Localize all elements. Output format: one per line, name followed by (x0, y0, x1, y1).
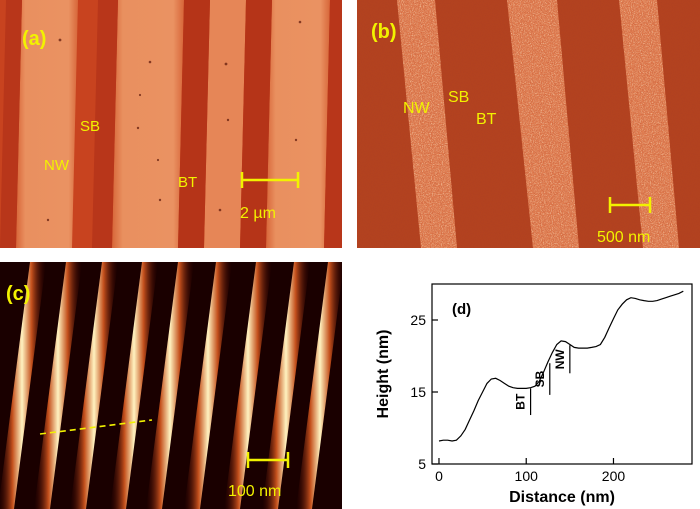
panel-c-stripe-4 (146, 262, 194, 509)
y-tick-label-15: 15 (410, 384, 426, 400)
series-line (438, 290, 684, 442)
panel-c-stripe-2 (70, 262, 118, 509)
panel-a-stripes (0, 0, 342, 248)
panel-a-specks (46, 20, 302, 222)
annotation-label-sb: SB (533, 370, 547, 387)
panel-b-label-sb: SB (448, 89, 469, 106)
panel-c-stripe-1 (34, 262, 82, 509)
panel-b-phase-image: (b) NW SB BT 500 nm (357, 0, 700, 248)
panel-d-tag: (d) (452, 301, 471, 318)
panel-a-tag: (a) (22, 28, 46, 50)
annotation-label-bt: BT (514, 393, 528, 410)
panel-a-label-nw: NW (44, 157, 70, 174)
panel-b-scale-bar (608, 197, 652, 213)
panel-c-tag: (c) (6, 283, 30, 305)
panel-c-scale-label: 100 nm (228, 483, 281, 500)
x-tick-label-200: 200 (602, 468, 626, 484)
panel-c-stripes (0, 262, 342, 509)
panel-b-label-bt: BT (476, 111, 497, 128)
panel-a-afm-image: (a) SB NW BT 2 µm (0, 0, 342, 248)
panel-c-stripe-5 (184, 262, 232, 509)
panel-c-scale-bar (246, 452, 290, 468)
panel-b-label-nw: NW (403, 100, 431, 117)
panel-a-scale-bar (240, 172, 300, 188)
x-tick-label-0: 0 (435, 468, 443, 484)
panel-a-label-bt: BT (178, 174, 197, 191)
panel-c-stripe-0 (0, 262, 46, 509)
y-tick-label-5: 5 (418, 456, 426, 472)
y-axis-label: Height (nm) (375, 330, 392, 419)
panel-b-tag: (b) (371, 21, 397, 43)
panel-a-scale-label: 2 µm (240, 205, 276, 222)
panel-b-scale-label: 500 nm (597, 229, 650, 246)
panel-a-label-sb: SB (80, 118, 100, 135)
panel-d-height-profile-chart: 0 100 200 5 15 25 BT SB NW (d) Distance (nm) H… (342, 262, 700, 509)
x-tick-label-100: 100 (515, 468, 539, 484)
x-axis-label: Distance (nm) (509, 489, 615, 506)
panel-c-stripe-3 (110, 262, 158, 509)
panel-c-stripe-6 (224, 262, 272, 509)
y-tick-label-25: 25 (410, 312, 426, 328)
plot-frame (431, 283, 693, 465)
panel-c-stripe-7 (262, 262, 310, 509)
panel-c-stripe-8 (296, 262, 342, 509)
panel-c-profile-line (39, 419, 153, 435)
panel-c-height-image: (c) 100 nm (0, 262, 342, 509)
annotation-label-nw: NW (553, 349, 567, 370)
